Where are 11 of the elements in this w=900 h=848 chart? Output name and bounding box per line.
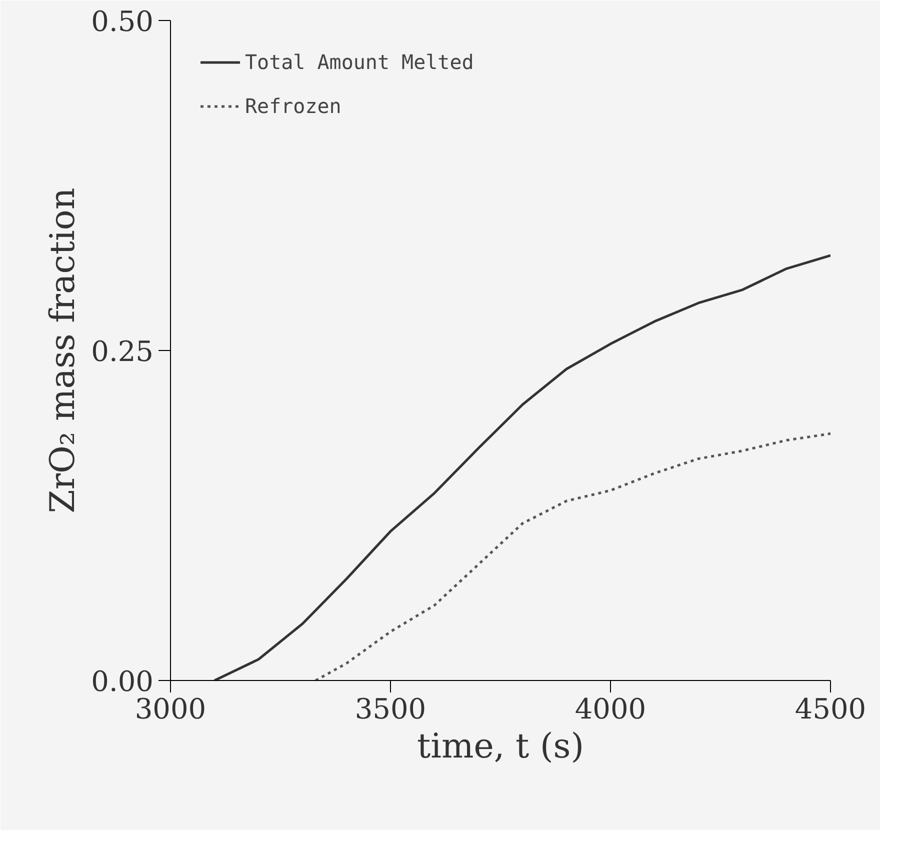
x-tick-label: 3500 (354, 692, 426, 726)
line-series (213, 254, 830, 680)
x-tick-label: 4000 (574, 692, 646, 726)
x-tick-label: 4500 (794, 692, 866, 726)
line-series (314, 432, 830, 680)
y-axis-title: ZrO₂ mass fraction (43, 188, 84, 514)
x-axis-title: time, t (s) (417, 726, 584, 766)
y-tick-label: 0.25 (91, 335, 154, 368)
legend-label: Refrozen (245, 94, 342, 118)
y-tick-label: 0.50 (91, 5, 154, 38)
legend-label: Total Amount Melted (245, 50, 474, 74)
